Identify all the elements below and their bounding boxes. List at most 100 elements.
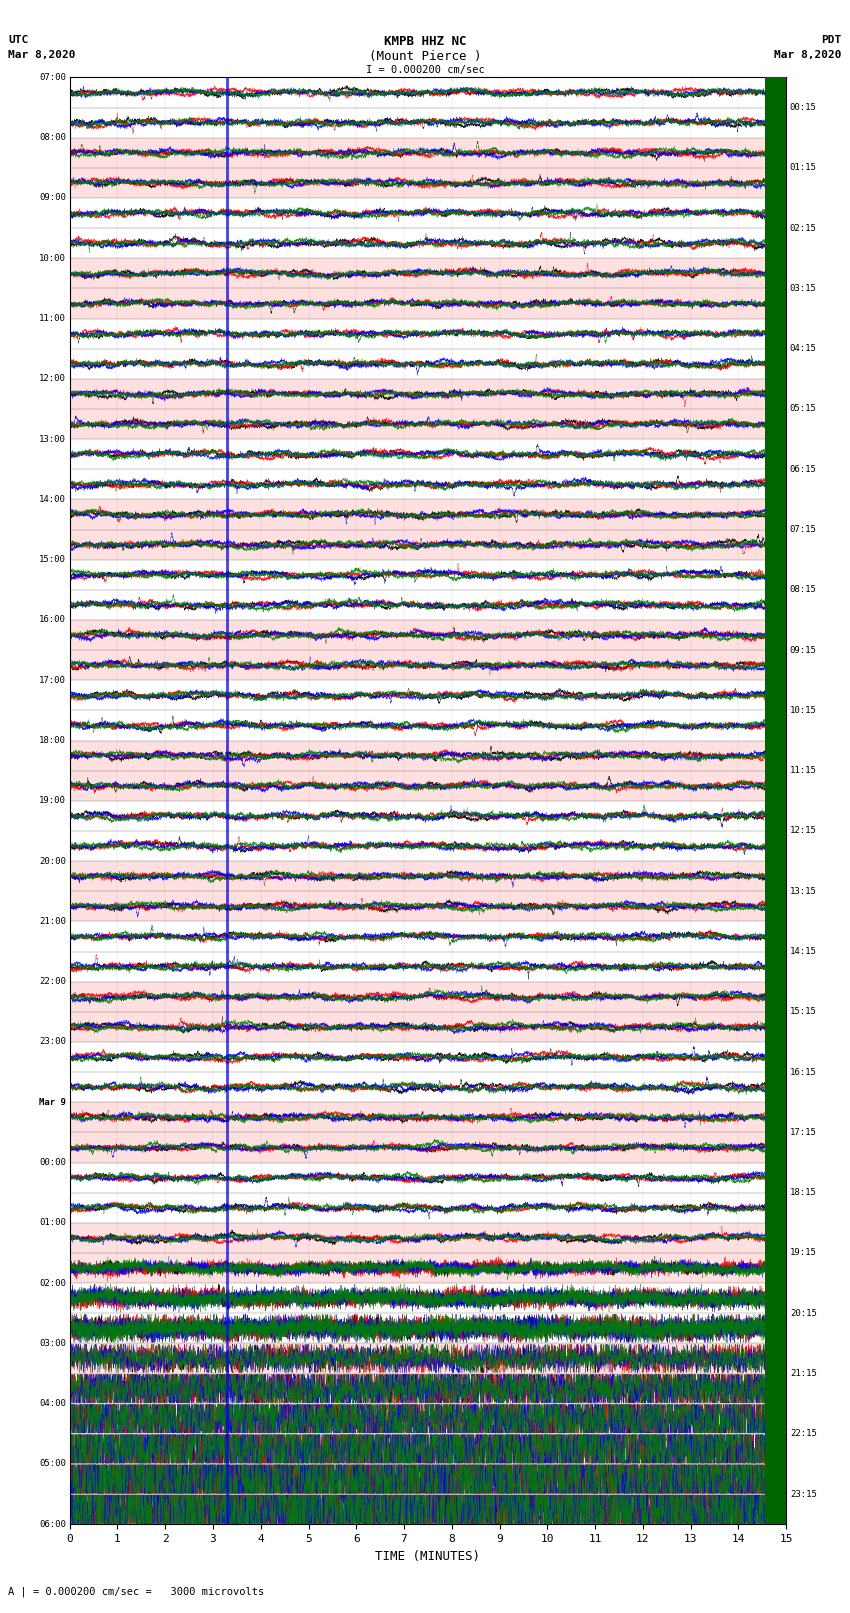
Text: 22:00: 22:00 <box>39 977 66 986</box>
Text: A | = 0.000200 cm/sec =   3000 microvolts: A | = 0.000200 cm/sec = 3000 microvolts <box>8 1586 264 1597</box>
Text: 03:15: 03:15 <box>790 284 817 294</box>
Text: 11:00: 11:00 <box>39 315 66 323</box>
Text: (Mount Pierce ): (Mount Pierce ) <box>369 50 481 63</box>
Bar <box>70 227 786 258</box>
Bar <box>70 560 786 590</box>
Text: 12:15: 12:15 <box>790 826 817 836</box>
Bar <box>70 1494 786 1524</box>
Text: 18:00: 18:00 <box>39 736 66 745</box>
Text: 10:15: 10:15 <box>790 706 817 715</box>
Text: 18:15: 18:15 <box>790 1189 817 1197</box>
Text: 04:00: 04:00 <box>39 1398 66 1408</box>
Text: 23:15: 23:15 <box>790 1490 817 1498</box>
Text: 00:15: 00:15 <box>790 103 817 111</box>
Text: 12:00: 12:00 <box>39 374 66 384</box>
Bar <box>70 1011 786 1042</box>
Bar <box>70 108 786 137</box>
Bar <box>70 410 786 439</box>
Text: PDT: PDT <box>821 35 842 45</box>
Bar <box>70 650 786 681</box>
Text: 09:00: 09:00 <box>39 194 66 203</box>
Text: UTC: UTC <box>8 35 29 45</box>
Text: 16:00: 16:00 <box>39 616 66 624</box>
Text: 11:15: 11:15 <box>790 766 817 776</box>
Bar <box>765 77 786 1524</box>
Text: 00:00: 00:00 <box>39 1158 66 1168</box>
Bar <box>70 982 786 1011</box>
Text: 19:00: 19:00 <box>39 797 66 805</box>
Text: 02:15: 02:15 <box>790 224 817 232</box>
Bar <box>70 1192 786 1223</box>
Text: 07:15: 07:15 <box>790 526 817 534</box>
Bar <box>70 1102 786 1132</box>
Bar <box>70 1374 786 1403</box>
Text: 21:00: 21:00 <box>39 916 66 926</box>
Text: 21:15: 21:15 <box>790 1369 817 1378</box>
Bar <box>70 529 786 560</box>
Text: 14:15: 14:15 <box>790 947 817 957</box>
Bar <box>70 1434 786 1465</box>
Bar <box>70 710 786 740</box>
Bar <box>70 1403 786 1434</box>
Text: 16:15: 16:15 <box>790 1068 817 1076</box>
Text: I = 0.000200 cm/sec: I = 0.000200 cm/sec <box>366 65 484 74</box>
Bar <box>70 1313 786 1344</box>
Text: 06:15: 06:15 <box>790 465 817 474</box>
Text: 23:00: 23:00 <box>39 1037 66 1047</box>
Bar <box>70 379 786 410</box>
Bar <box>70 469 786 500</box>
Bar <box>70 1163 786 1192</box>
Text: 13:15: 13:15 <box>790 887 817 895</box>
Bar <box>70 1223 786 1253</box>
Text: 01:15: 01:15 <box>790 163 817 173</box>
Bar <box>70 198 786 227</box>
Text: 13:00: 13:00 <box>39 434 66 444</box>
Bar <box>70 1465 786 1494</box>
X-axis label: TIME (MINUTES): TIME (MINUTES) <box>376 1550 480 1563</box>
Text: 08:00: 08:00 <box>39 134 66 142</box>
Bar <box>70 1284 786 1313</box>
Text: 14:00: 14:00 <box>39 495 66 503</box>
Bar <box>70 1073 786 1102</box>
Bar <box>70 952 786 982</box>
Text: 20:15: 20:15 <box>790 1308 817 1318</box>
Text: 15:00: 15:00 <box>39 555 66 565</box>
Text: 05:00: 05:00 <box>39 1460 66 1468</box>
Text: 06:00: 06:00 <box>39 1519 66 1529</box>
Bar <box>70 1042 786 1073</box>
Text: 07:00: 07:00 <box>39 73 66 82</box>
Text: 09:15: 09:15 <box>790 645 817 655</box>
Bar <box>70 348 786 379</box>
Text: 03:00: 03:00 <box>39 1339 66 1348</box>
Bar <box>70 500 786 529</box>
Bar <box>70 439 786 469</box>
Bar <box>70 619 786 650</box>
Text: 02:00: 02:00 <box>39 1279 66 1287</box>
Text: KMPB HHZ NC: KMPB HHZ NC <box>383 35 467 48</box>
Bar <box>70 590 786 619</box>
Bar <box>70 921 786 952</box>
Bar <box>70 740 786 771</box>
Text: 22:15: 22:15 <box>790 1429 817 1439</box>
Text: 10:00: 10:00 <box>39 253 66 263</box>
Bar <box>70 771 786 800</box>
Bar <box>70 77 786 108</box>
Bar <box>70 861 786 892</box>
Text: 17:00: 17:00 <box>39 676 66 686</box>
Text: 20:00: 20:00 <box>39 857 66 866</box>
Bar <box>70 831 786 861</box>
Bar <box>70 137 786 168</box>
Bar <box>70 1253 786 1284</box>
Bar <box>70 1344 786 1374</box>
Text: Mar 8,2020: Mar 8,2020 <box>774 50 842 60</box>
Bar <box>70 258 786 289</box>
Text: Mar 9: Mar 9 <box>39 1098 66 1107</box>
Bar <box>70 1132 786 1163</box>
Text: 19:15: 19:15 <box>790 1248 817 1258</box>
Text: 08:15: 08:15 <box>790 586 817 594</box>
Text: 04:15: 04:15 <box>790 344 817 353</box>
Text: 15:15: 15:15 <box>790 1008 817 1016</box>
Text: Mar 8,2020: Mar 8,2020 <box>8 50 76 60</box>
Text: 17:15: 17:15 <box>790 1127 817 1137</box>
Bar <box>70 681 786 710</box>
